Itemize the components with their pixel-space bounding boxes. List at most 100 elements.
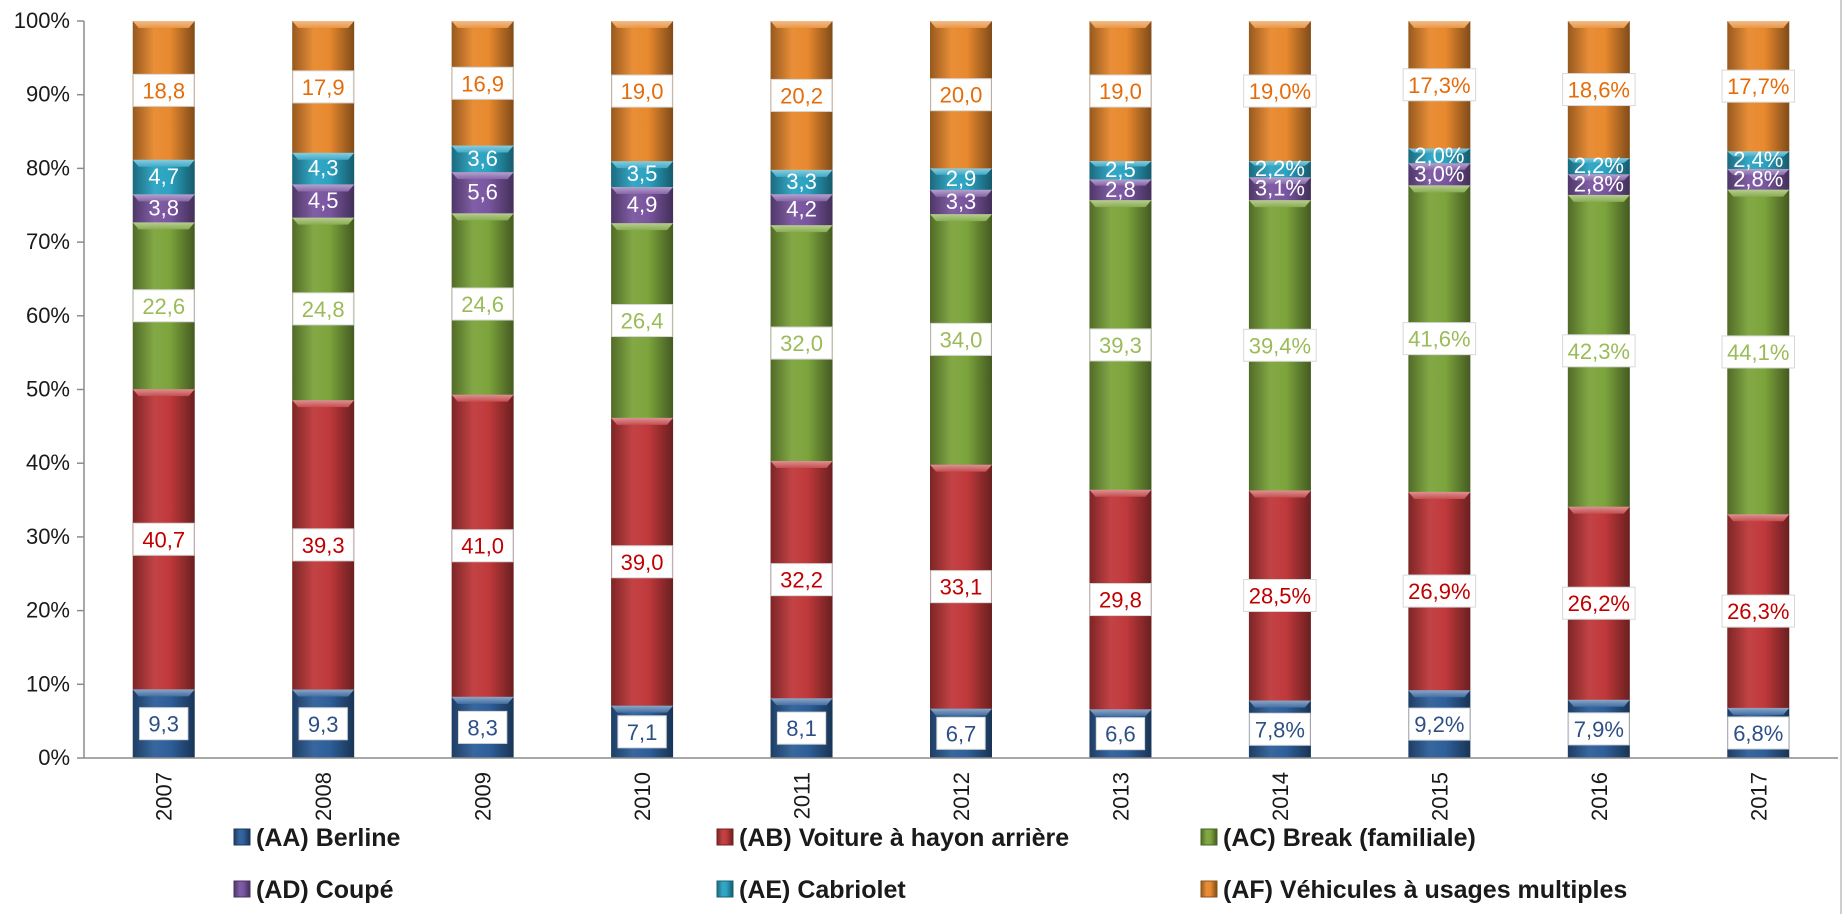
bar-segment-cap	[451, 394, 514, 402]
data-label-box	[298, 707, 348, 741]
data-label: 20,0	[940, 83, 983, 108]
legend-label: (AA) Berline	[256, 824, 401, 852]
bar-segment-cap	[611, 161, 674, 169]
data-label-box	[1243, 74, 1317, 108]
data-label: 40,7	[142, 527, 185, 552]
bar-segment-cap	[1248, 700, 1311, 708]
data-label: 7,1	[627, 720, 658, 745]
data-label: 2,0%	[1414, 143, 1464, 168]
data-label: 3,0%	[1414, 161, 1464, 186]
data-label: 28,5%	[1249, 583, 1311, 608]
bar-segment-cap	[132, 389, 195, 397]
x-tick-label: 2015	[1427, 772, 1452, 821]
bar-segment-cap	[1408, 148, 1471, 153]
data-labels-group: 9,3 40,7 22,6 3,8 4,7 18,8 9,3 39,3 24,8 4,5 4,3 17…	[133, 66, 1796, 751]
bar-segment-cap	[1089, 200, 1152, 208]
bar-segment-cap	[1727, 514, 1790, 522]
data-label: 4,3	[308, 156, 339, 181]
data-label: 17,9	[302, 75, 345, 100]
data-label: 24,8	[302, 297, 345, 322]
y-tick-label: 40%	[26, 450, 70, 475]
data-label: 44,1%	[1727, 340, 1789, 365]
data-label-box	[611, 545, 673, 579]
bar-segment-cap	[611, 186, 674, 194]
bar-segment-cap	[1408, 690, 1471, 698]
x-tick-label: 2016	[1587, 772, 1612, 821]
y-tick-label: 30%	[26, 524, 70, 549]
bar-segment-cap	[451, 145, 514, 153]
bar-segment-cap	[132, 222, 195, 230]
bar-segment-cap	[1408, 21, 1471, 28]
legend-label: (AC) Break (familiale)	[1223, 824, 1476, 852]
y-tick-label: 10%	[26, 671, 70, 696]
data-label: 20,2	[780, 83, 823, 108]
legend-swatch	[1200, 828, 1218, 846]
bar-segment-cap	[930, 189, 992, 197]
data-label: 42,3%	[1568, 339, 1630, 364]
bar-segment-cap	[770, 21, 833, 28]
bar-segment-cap	[1248, 161, 1311, 166]
data-label: 39,4%	[1249, 333, 1311, 358]
bar-segment-cap	[1567, 21, 1630, 28]
legend-label: (AE) Cabriolet	[739, 876, 906, 904]
bar-segment-cap	[132, 689, 195, 697]
bar-segment-cap	[1567, 194, 1630, 202]
bar-segment-cap	[1408, 185, 1471, 193]
x-tick-label: 2012	[949, 772, 974, 821]
data-label: 19,0	[621, 79, 664, 104]
bar-segment-cap	[1248, 200, 1311, 208]
bar-segment-cap	[1248, 21, 1311, 28]
data-label-box	[1402, 68, 1477, 102]
data-label: 3,5	[627, 161, 658, 186]
bar-segment-cap	[451, 696, 514, 704]
data-label: 2,2%	[1255, 156, 1305, 181]
data-label: 26,4	[621, 309, 664, 334]
bar-segment-cap	[1567, 158, 1630, 163]
bar-segment-cap	[292, 152, 355, 160]
legend-swatch	[716, 880, 734, 898]
bar-segment-cap	[770, 460, 833, 468]
data-label: 4,9	[627, 192, 658, 217]
data-label: 2,8%	[1574, 172, 1624, 197]
bar-segment-cap	[292, 184, 355, 192]
data-label: 3,8	[148, 195, 179, 220]
bar-segment-cap	[770, 698, 833, 706]
y-tick-label: 70%	[26, 229, 70, 254]
data-label: 2,4%	[1733, 147, 1783, 172]
bar-segment-cap	[1727, 707, 1790, 715]
data-label: 33,1	[940, 575, 983, 600]
bar-segment-cap	[451, 172, 514, 180]
data-label: 41,6%	[1408, 327, 1470, 352]
bar-segment-cap	[930, 168, 992, 175]
bar-segment-cap	[1089, 709, 1152, 717]
chart-frame-edge	[1840, 0, 1842, 914]
data-label-box	[1721, 594, 1796, 628]
data-label-box	[1089, 74, 1152, 108]
legend-swatch	[1200, 880, 1218, 898]
bar-segment-cap	[930, 214, 992, 222]
data-label-box	[292, 70, 354, 104]
bar-segment-cap	[1089, 161, 1152, 167]
data-label: 26,9%	[1408, 579, 1470, 604]
bar-segment-cap	[1089, 21, 1152, 28]
bar-segment-cap	[770, 194, 833, 202]
data-label-box	[1249, 712, 1311, 746]
data-label: 39,3	[1099, 333, 1142, 358]
data-label: 34,0	[940, 327, 983, 352]
data-label: 18,6%	[1568, 78, 1630, 103]
data-label-box	[451, 287, 514, 321]
y-tick-label: 80%	[26, 155, 70, 180]
y-tick-label: 100%	[14, 8, 70, 33]
data-label: 18,8	[142, 78, 185, 103]
data-label: 32,2	[780, 568, 823, 593]
bar-segment-cap	[1567, 506, 1630, 514]
data-label: 2,2%	[1574, 153, 1624, 178]
bar-segment-cap	[1408, 163, 1471, 170]
legend-swatch	[233, 880, 251, 898]
data-label-box	[617, 715, 667, 749]
data-label: 2,5	[1105, 157, 1136, 182]
data-label-box	[451, 66, 514, 100]
data-label-box	[611, 74, 673, 108]
bar-segment-cap	[1727, 168, 1790, 176]
